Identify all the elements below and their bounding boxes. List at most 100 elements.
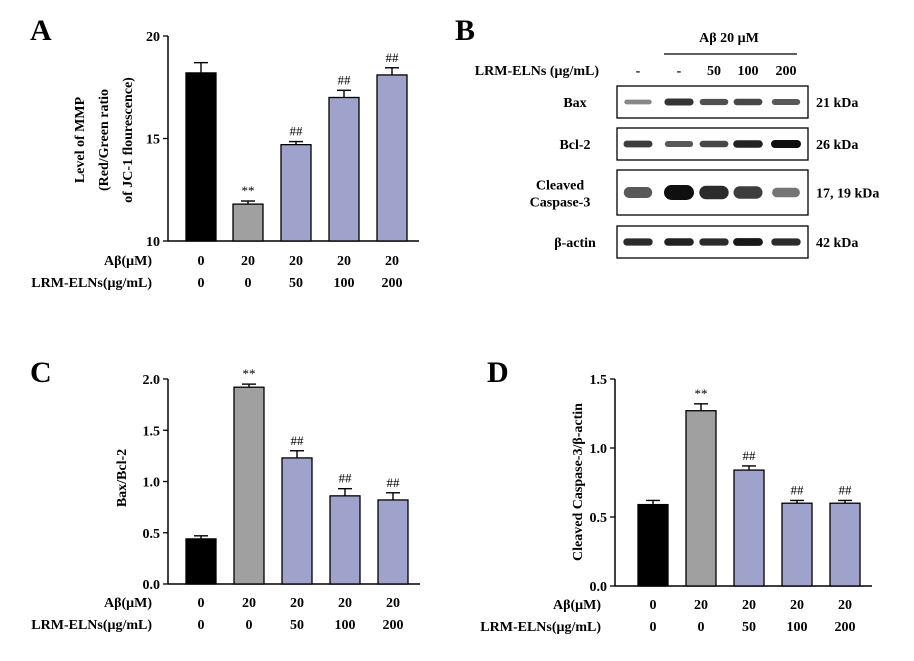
bar-d-2 xyxy=(733,469,765,587)
blot-protein-label: β-actin xyxy=(554,236,596,251)
abeta-value-c: 0 xyxy=(198,596,205,611)
bar-d-0 xyxy=(637,503,669,587)
chart-a: 10 15 20 Level of MMP (Red/Green ratio of JC-… xyxy=(31,30,419,291)
elns-value-a: 100 xyxy=(334,276,355,291)
significance-mark-d: ** xyxy=(695,386,708,401)
blot-band-cleaved-caspase-3 xyxy=(699,185,729,200)
bar-d-3 xyxy=(781,502,813,587)
elns-value-d: 200 xyxy=(835,620,856,635)
significance-mark-c: ## xyxy=(387,475,401,490)
y-tick-label-c: 0.0 xyxy=(143,578,161,593)
row-label-elns-d: LRM-ELNs(μg/mL) xyxy=(480,620,601,635)
blot-band-bcl-2 xyxy=(771,140,801,148)
y-axis-label-a: (Red/Green ratio xyxy=(97,89,112,191)
abeta-value-c: 20 xyxy=(290,596,304,611)
blot-lane-label: 100 xyxy=(738,64,759,79)
abeta-value-c: 20 xyxy=(386,596,400,611)
blot-band-bax xyxy=(699,98,729,106)
bar-a-2 xyxy=(280,143,312,242)
abeta-value-d: 20 xyxy=(790,598,804,613)
y-axis-label-d: Cleaved Caspase-3/β-actin xyxy=(571,403,586,561)
row-label-abeta-a: Aβ(μM) xyxy=(104,254,152,269)
panel-letter-c: C xyxy=(30,356,52,389)
chart-c: 0.0 0.5 1.0 1.5 2.0 Bax/Bcl-2 ** ## ## ## Aβ(μM) LR… xyxy=(31,366,420,633)
elns-value-c: 0 xyxy=(246,618,253,633)
blot-protein-label: Bcl-2 xyxy=(559,138,590,153)
bar-a-0 xyxy=(185,72,217,242)
elns-value-d: 0 xyxy=(698,620,705,635)
chart-d: 0.0 0.5 1.0 1.5 Cleaved Caspase-3/β-actin ** #… xyxy=(480,373,872,635)
blot-protein-label: Caspase-3 xyxy=(530,196,591,211)
significance-mark-d: ## xyxy=(839,482,853,497)
y-axis-label-a: Level of MMP xyxy=(73,96,88,183)
blot-band-cleaved-caspase-3 xyxy=(733,186,763,199)
abeta-value-d: 0 xyxy=(650,598,657,613)
row-label-abeta-d: Aβ(μM) xyxy=(553,598,601,613)
bar-c-4 xyxy=(377,499,409,585)
y-tick-label-a: 10 xyxy=(146,235,160,250)
blot-band-cleaved-caspase-3 xyxy=(664,185,694,200)
abeta-value-a: 20 xyxy=(385,254,399,269)
blot-band--actin xyxy=(733,238,763,246)
elns-value-c: 50 xyxy=(290,618,304,633)
bar-c-3 xyxy=(329,495,361,585)
y-tick-label-a: 20 xyxy=(146,30,160,45)
y-tick-label-d: 0.5 xyxy=(590,511,608,526)
blot-band-bax xyxy=(771,99,801,105)
abeta-value-a: 20 xyxy=(241,254,255,269)
abeta-value-d: 20 xyxy=(694,598,708,613)
y-tick-label-a: 15 xyxy=(146,133,160,148)
significance-mark-d: ## xyxy=(743,448,757,463)
elns-value-a: 0 xyxy=(245,276,252,291)
abeta-value-a: 20 xyxy=(289,254,303,269)
bar-a-1 xyxy=(232,203,264,242)
row-label-elns-c: LRM-ELNs(μg/mL) xyxy=(31,618,152,633)
blot-header: Aβ 20 μM xyxy=(699,31,759,46)
bar-c-1 xyxy=(233,386,265,585)
elns-value-d: 50 xyxy=(742,620,756,635)
abeta-value-a: 0 xyxy=(198,254,205,269)
blot-lane-labels: - - 50 100 200 xyxy=(636,64,797,79)
significance-mark-c: ## xyxy=(339,471,353,486)
bar-c-2 xyxy=(281,457,313,585)
blot-band-cleaved-caspase-3 xyxy=(623,187,653,198)
panel-letter-b: B xyxy=(455,14,475,47)
blot-lane-label: 200 xyxy=(776,64,797,79)
elns-value-d: 0 xyxy=(650,620,657,635)
blot-band-bcl-2 xyxy=(733,140,763,148)
blot-protein-label: Bax xyxy=(563,96,586,111)
y-tick-label-c: 1.0 xyxy=(143,476,161,491)
blot-band-bax xyxy=(733,98,763,106)
blot-band--actin xyxy=(623,238,653,246)
blot-band-bax xyxy=(624,99,652,105)
y-tick-label-d: 1.5 xyxy=(590,373,608,388)
elns-value-c: 100 xyxy=(335,618,356,633)
bar-a-3 xyxy=(328,96,360,242)
elns-value-a: 200 xyxy=(382,276,403,291)
y-tick-label-c: 2.0 xyxy=(143,373,161,388)
blot-size-label: 26 kDa xyxy=(816,138,858,153)
elns-value-a: 0 xyxy=(198,276,205,291)
blot-size-label: 42 kDa xyxy=(816,236,858,251)
blot-band-bcl-2 xyxy=(664,141,694,147)
row-label-abeta-c: Aβ(μM) xyxy=(104,596,152,611)
blot-lane-label: - xyxy=(677,64,682,79)
blot-band-bcl-2 xyxy=(699,140,729,148)
significance-mark-a: ** xyxy=(242,183,255,198)
y-axis-label-a: of JC-1 flourescence) xyxy=(121,77,136,203)
significance-mark-a: ## xyxy=(386,50,400,65)
significance-mark-a: ## xyxy=(338,72,352,87)
y-axis-label-c: Bax/Bcl-2 xyxy=(115,449,130,507)
blot-size-label: 17, 19 kDa xyxy=(816,187,879,202)
bar-a-4 xyxy=(376,74,408,242)
panel-letter-d: D xyxy=(487,356,509,389)
blot-band-bcl-2 xyxy=(623,140,653,148)
elns-value-c: 200 xyxy=(383,618,404,633)
abeta-value-d: 20 xyxy=(838,598,852,613)
row-label-elns-a: LRM-ELNs(μg/mL) xyxy=(31,276,152,291)
blot-row-label: LRM-ELNs (μg/mL) xyxy=(475,64,600,79)
blot-protein-label: Cleaved xyxy=(536,179,584,194)
abeta-value-d: 20 xyxy=(742,598,756,613)
y-tick-label-c: 1.5 xyxy=(143,424,161,439)
